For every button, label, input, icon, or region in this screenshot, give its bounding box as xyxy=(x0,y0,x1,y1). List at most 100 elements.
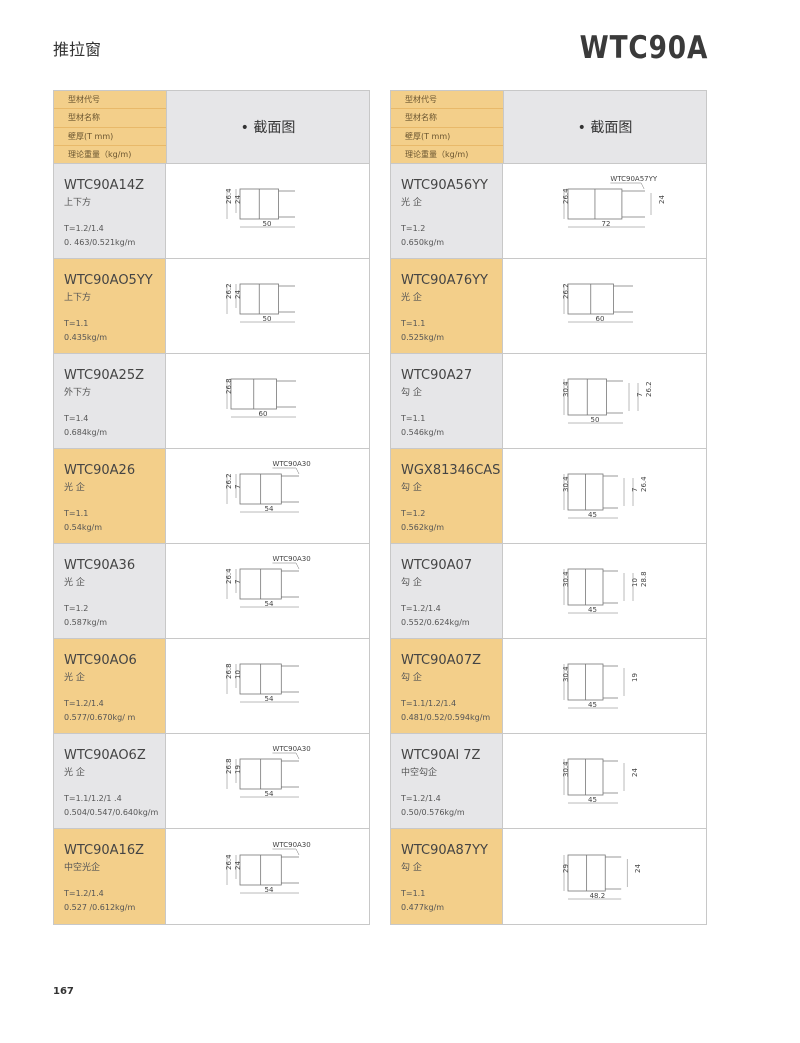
profile-flange xyxy=(602,665,618,699)
profile-flange xyxy=(280,475,299,503)
section-drawing-cell: WTC90A30 26.8 19 54 xyxy=(166,734,369,828)
section-drawing-header: • 截面图 xyxy=(504,91,706,163)
table-row: WTC90A56YY 光 企 T=1.2 0.650kg/m WTC90A57YY 26.… xyxy=(391,164,706,259)
header-labels: 型材代号 型材名称 壁厚(T mm) 理论重量（kg/m) xyxy=(54,91,167,163)
right-dimension: 24 xyxy=(631,768,639,777)
profile-name: 勾 企 xyxy=(401,863,422,873)
table-row: WTC90A16Z 中空光企 T=1.2/1.4 0.527 /0.612kg/m WT… xyxy=(54,829,369,924)
profile-flange xyxy=(606,380,623,414)
profile-name: 光 企 xyxy=(64,578,85,588)
table-header: 型材代号 型材名称 壁厚(T mm) 理论重量（kg/m) • 截面图 xyxy=(391,91,706,164)
height-dimension: 10 xyxy=(234,670,242,679)
profile-name: 光 企 xyxy=(64,483,85,493)
profile-flange xyxy=(602,760,618,794)
header-label: 型材名称 xyxy=(391,109,503,128)
theoretical-weight: 0.577/0.670kg/ m xyxy=(64,713,136,722)
profile-section-drawing: 26.8 60 xyxy=(225,378,296,418)
header-labels: 型材代号 型材名称 壁厚(T mm) 理论重量（kg/m) xyxy=(391,91,504,163)
profile-section-drawing: 26.8 10 54 xyxy=(225,663,299,703)
wall-thickness: T=1.2 xyxy=(401,509,426,518)
profile-section-drawing: 30.4 7 26.2 50 xyxy=(562,378,653,424)
section-drawing-cell: 29 24 48.2 xyxy=(503,829,706,924)
profile-section-drawing: 26.2 24 50 xyxy=(225,283,295,323)
profile-code: WTC90Al 7Z xyxy=(401,748,481,763)
profile-flange xyxy=(604,856,621,889)
height-dimension: 24 xyxy=(234,195,242,204)
profile-table-right: 型材代号 型材名称 壁厚(T mm) 理论重量（kg/m) • 截面图 WTC90A56Y… xyxy=(390,90,707,925)
section-drawing-cell: 26.8 10 54 xyxy=(166,639,369,733)
width-dimension: 60 xyxy=(595,315,604,323)
profile-info-cell: WTC90A76YY 光 企 T=1.1 0.525kg/m xyxy=(391,259,503,353)
profile-name: 上下方 xyxy=(64,293,92,303)
profile-section-drawing: WTC90A30 26.8 19 54 xyxy=(225,745,311,798)
width-dimension: 50 xyxy=(262,220,271,228)
theoretical-weight: 0. 463/0.521kg/m xyxy=(64,238,136,247)
profile-flange xyxy=(613,285,633,313)
section-drawing-cell: WTC90A57YY 26.4 24 72 xyxy=(503,164,706,258)
right-dimension: 19 xyxy=(631,673,639,682)
width-dimension: 54 xyxy=(264,695,273,703)
profile-info-cell: WTC90AO6Z 光 企 T=1.1/1.2/1 .4 0.504/0.547/0.… xyxy=(54,734,166,828)
profile-info-cell: WTC90A07Z 勾 企 T=1.1/1.2/1.4 0.481/0.52/0.59… xyxy=(391,639,503,733)
profile-section-drawing: WTC90A30 26.2 7 54 xyxy=(225,460,311,513)
section-drawing-cell: 26.2 60 xyxy=(503,259,706,353)
theoretical-weight: 0.684kg/m xyxy=(64,428,108,437)
theoretical-weight: 0.50/0.576kg/m xyxy=(401,808,465,817)
header-label: 理论重量（kg/m) xyxy=(405,149,469,159)
height-dimension: 26.2 xyxy=(225,283,233,299)
profile-info-cell: WTC90A16Z 中空光企 T=1.2/1.4 0.527 /0.612kg/m xyxy=(54,829,166,924)
table-row: WTC90Al 7Z 中空勾企 T=1.2/1.4 0.50/0.576kg/m 30.… xyxy=(391,734,706,829)
profile-name: 勾 企 xyxy=(401,578,422,588)
profile-info-cell: WTC90A56YY 光 企 T=1.2 0.650kg/m xyxy=(391,164,503,258)
wall-thickness: T=1.4 xyxy=(64,414,89,423)
header-label: 壁厚(T mm) xyxy=(391,128,503,146)
wall-thickness: T=1.2 xyxy=(64,604,89,613)
profile-code: WTC90A26 xyxy=(64,463,136,478)
profile-name: 光 企 xyxy=(401,293,422,303)
height-dimension: 26.2 xyxy=(562,283,570,299)
height-dimension: 26.4 xyxy=(225,853,233,869)
right-dimension: 26.2 xyxy=(645,381,653,397)
height-dimension: 30.4 xyxy=(562,666,570,682)
height-dimension: 26.2 xyxy=(225,473,233,489)
profile-info-cell: WTC90AO6 光 企 T=1.2/1.4 0.577/0.670kg/ m xyxy=(54,639,166,733)
profile-section-drawing: WTC90A57YY 26.4 24 72 xyxy=(562,175,665,228)
wall-thickness: T=1.1 xyxy=(401,319,426,328)
table-header: 型材代号 型材名称 壁厚(T mm) 理论重量（kg/m) • 截面图 xyxy=(54,91,369,164)
profile-flange xyxy=(276,380,296,408)
profile-section-drawing: 30.4 24 45 xyxy=(562,758,639,804)
table-row: WTC90A25Z 外下方 T=1.4 0.684kg/m 26.8 60 xyxy=(54,354,369,449)
profile-name: 勾 企 xyxy=(401,483,422,493)
table-row: WTC90A07 勾 企 T=1.2/1.4 0.552/0.624kg/m 30.4 1… xyxy=(391,544,706,639)
profile-name: 光 企 xyxy=(64,673,85,683)
width-dimension: 60 xyxy=(258,410,267,418)
height-dimension: 30.4 xyxy=(562,381,570,397)
profile-name: 勾 企 xyxy=(401,388,422,398)
profile-name: 外下方 xyxy=(64,388,92,398)
theoretical-weight: 0.546kg/m xyxy=(401,428,445,437)
width-dimension: 45 xyxy=(588,701,597,709)
profile-name: 中空光企 xyxy=(64,863,101,873)
section-drawing-cell: WTC90A30 26.2 7 54 xyxy=(166,449,369,543)
right-dimension: 24 xyxy=(658,195,665,204)
profile-flange xyxy=(602,570,618,604)
width-dimension: 45 xyxy=(588,511,597,519)
section-drawing-cell: 30.4 24 45 xyxy=(503,734,706,828)
theoretical-weight: 0.477kg/m xyxy=(401,903,445,912)
profile-info-cell: WGX81346CAS 勾 企 T=1.2 0.562kg/m xyxy=(391,449,503,543)
header-label: 型材名称 xyxy=(54,109,166,128)
page-number: 167 xyxy=(53,986,74,997)
header-label: 壁厚(T mm) xyxy=(54,128,166,146)
right-dimension: 24 xyxy=(634,863,642,872)
theoretical-weight: 0.525kg/m xyxy=(401,333,445,342)
profile-info-cell: WTC90A27 勾 企 T=1.1 0.546kg/m xyxy=(391,354,503,448)
width-dimension: 72 xyxy=(601,220,610,228)
width-dimension: 50 xyxy=(262,315,271,323)
profile-info-cell: WTC90A14Z 上下方 T=1.2/1.4 0. 463/0.521kg/m xyxy=(54,164,166,258)
height-dimension: 26.4 xyxy=(562,188,570,204)
table-row: WTC90A76YY 光 企 T=1.1 0.525kg/m 26.2 60 xyxy=(391,259,706,354)
profile-info-cell: WTC90A36 光 企 T=1.2 0.587kg/m xyxy=(54,544,166,638)
profile-section-drawing: 26.2 60 xyxy=(562,283,633,323)
profile-code: WTC90A07Z xyxy=(401,653,481,668)
